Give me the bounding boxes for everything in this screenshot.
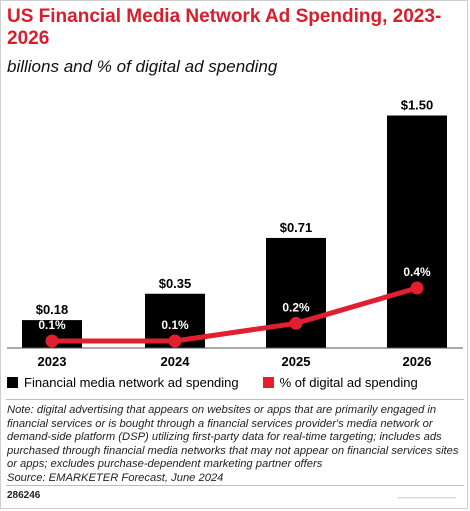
line-label-2025: 0.2% xyxy=(282,300,310,314)
legend-item-line: % of digital ad spending xyxy=(262,375,418,390)
line-point-2023 xyxy=(45,334,59,348)
legend: Financial media network ad spending % of… xyxy=(7,375,442,390)
legend-swatch-bars xyxy=(7,377,18,388)
bar-label-2026: $1.50 xyxy=(401,98,434,113)
bar-label-2025: $0.71 xyxy=(280,220,313,235)
x-tick-2026: 2026 xyxy=(403,354,432,369)
legend-label-line: % of digital ad spending xyxy=(279,375,418,390)
bar-2025 xyxy=(266,237,326,348)
chart-note: Note: digital advertising that appears o… xyxy=(7,404,463,486)
line-point-2026 xyxy=(410,281,424,295)
bar-2026 xyxy=(387,115,447,348)
line-label-2024: 0.1% xyxy=(161,318,189,332)
legend-item-bars: Financial media network ad spending xyxy=(7,375,239,390)
line-point-2024 xyxy=(168,334,182,348)
chart-subtitle: billions and % of digital ad spending xyxy=(7,57,278,76)
x-tick-2025: 2025 xyxy=(282,354,311,369)
chart-title: US Financial Media Network Ad Spending, … xyxy=(7,6,442,49)
line-percent-digital xyxy=(49,285,420,344)
legend-label-bars: Financial media network ad spending xyxy=(24,375,239,390)
chart-plot: $0.18 $0.35 $0.71 $1.50 0.1% 0.1% 0.2% 0.4% 2023… xyxy=(7,98,463,369)
bar-label-2023: $0.18 xyxy=(36,302,69,317)
line-label-2023: 0.1% xyxy=(38,318,66,332)
x-tick-2024: 2024 xyxy=(161,354,191,369)
line-label-2026: 0.4% xyxy=(403,265,431,279)
x-tick-2023: 2023 xyxy=(38,354,67,369)
chart-id: 286246 xyxy=(7,490,41,501)
emarketer-logo xyxy=(398,497,456,499)
note-text: Note: digital advertising that appears o… xyxy=(7,404,459,471)
bar-label-2024: $0.35 xyxy=(159,276,192,291)
divider xyxy=(6,399,464,400)
line-point-2025 xyxy=(289,316,303,330)
footer-divider xyxy=(6,485,464,486)
legend-swatch-line xyxy=(262,377,274,388)
source-text: Source: EMARKETER Forecast, June 2024 xyxy=(7,471,224,484)
